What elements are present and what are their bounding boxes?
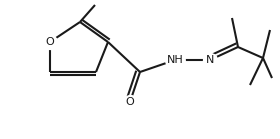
Text: NH: NH: [167, 55, 183, 65]
Text: O: O: [46, 37, 54, 47]
Text: O: O: [126, 97, 134, 107]
Text: N: N: [206, 55, 214, 65]
